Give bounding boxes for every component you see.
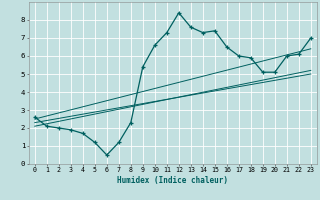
X-axis label: Humidex (Indice chaleur): Humidex (Indice chaleur) [117,176,228,185]
